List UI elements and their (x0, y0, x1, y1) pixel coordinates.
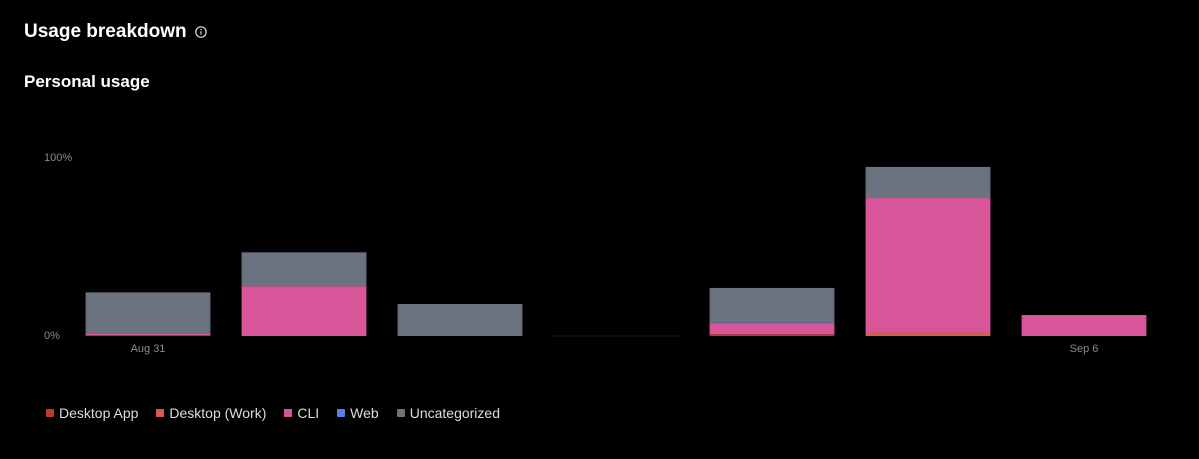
legend-swatch (396, 409, 405, 417)
bar-segment (865, 166, 991, 199)
bar-segment (709, 287, 835, 323)
page-title: Usage breakdown (24, 21, 207, 43)
chart: 0% 100% Aug 31 Sep 6 (44, 152, 1147, 355)
legend-item: Web (337, 405, 379, 421)
bar-segment (85, 335, 211, 336)
legend-label: Uncategorized (409, 405, 500, 421)
bar-segment (85, 292, 211, 334)
bar-segment (709, 334, 835, 336)
bar-segment (709, 322, 835, 324)
legend: Desktop App Desktop (Work) CLI Web Uncategor… (46, 405, 500, 421)
title-text: Usage breakdown (24, 21, 187, 42)
bar-segment (241, 252, 367, 287)
legend-item: CLI (284, 405, 319, 421)
y-tick-label: 0% (44, 330, 60, 342)
x-tick-label: Aug 31 (131, 343, 166, 355)
bar-segment (85, 333, 211, 336)
bar-segment (865, 198, 991, 333)
legend-swatch (46, 409, 54, 417)
legend-label: Web (350, 405, 379, 421)
bar-segment (865, 332, 991, 336)
x-tick-label: Sep 6 (1070, 343, 1099, 355)
legend-swatch (156, 409, 165, 417)
y-tick-label: 100% (44, 152, 72, 164)
legend-item: Desktop App (46, 405, 138, 421)
bar-segment (709, 323, 835, 335)
legend-label: Desktop (Work) (169, 405, 267, 421)
legend-item: Uncategorized (396, 405, 500, 421)
bar-segment (1021, 314, 1147, 336)
legend-swatch (284, 409, 293, 417)
legend-swatch (337, 409, 346, 417)
bar-segment (397, 303, 523, 336)
bar-segment (241, 286, 367, 336)
section-title: Personal usage (24, 72, 150, 91)
legend-label: CLI (297, 405, 320, 421)
info-icon[interactable] (194, 26, 207, 38)
legend-item: Desktop (Work) (156, 405, 266, 421)
legend-label: Desktop App (59, 405, 139, 421)
